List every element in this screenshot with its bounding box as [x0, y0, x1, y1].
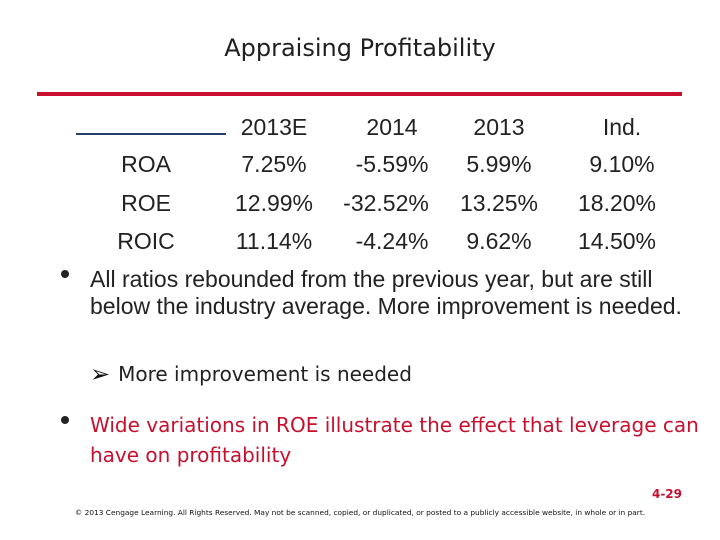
table-cell: 7.25% [241, 151, 307, 177]
slide-title: Appraising Profitability [224, 34, 496, 62]
table-cell: 5.99% [466, 151, 532, 177]
table-cell: 14.50% [577, 228, 657, 254]
table-cell: 13.25% [459, 190, 539, 216]
copyright-footer: © 2013 Cengage Learning. All Rights Rese… [74, 508, 646, 517]
column-header-2013: 2013 [473, 114, 525, 140]
sub-bullet-text: More improvement is needed [118, 362, 412, 386]
table-cell: 9.10% [589, 151, 655, 177]
sub-bullet: ➢ More improvement is needed [90, 360, 412, 388]
row-label-roic: ROIC [117, 228, 175, 254]
bullet-text-roe: Wide variations in ROE illustrate the ef… [90, 413, 699, 467]
table-cell: -4.24% [355, 228, 429, 254]
title-divider [37, 92, 682, 96]
table-header-rule [76, 133, 226, 135]
table-cell: 9.62% [466, 228, 532, 254]
bullet-dot [61, 416, 69, 424]
table-cell: 18.20% [577, 190, 657, 216]
page-number: 4-29 [651, 487, 682, 501]
table-cell: -32.52% [343, 190, 429, 216]
table-cell: 12.99% [234, 190, 314, 216]
row-label-roa: ROA [121, 151, 171, 177]
bullet-dot [61, 270, 69, 278]
column-header-2013e: 2013E [240, 114, 308, 140]
column-header-ind: Ind. [602, 114, 642, 140]
bullet-text-ratios: All ratios rebounded from the previous y… [90, 266, 682, 319]
column-header-2014: 2014 [366, 114, 418, 140]
arrow-bullet-icon: ➢ [90, 360, 111, 388]
row-label-roe: ROE [121, 190, 171, 216]
table-cell: -5.59% [355, 151, 429, 177]
table-cell: 11.14% [235, 228, 313, 254]
